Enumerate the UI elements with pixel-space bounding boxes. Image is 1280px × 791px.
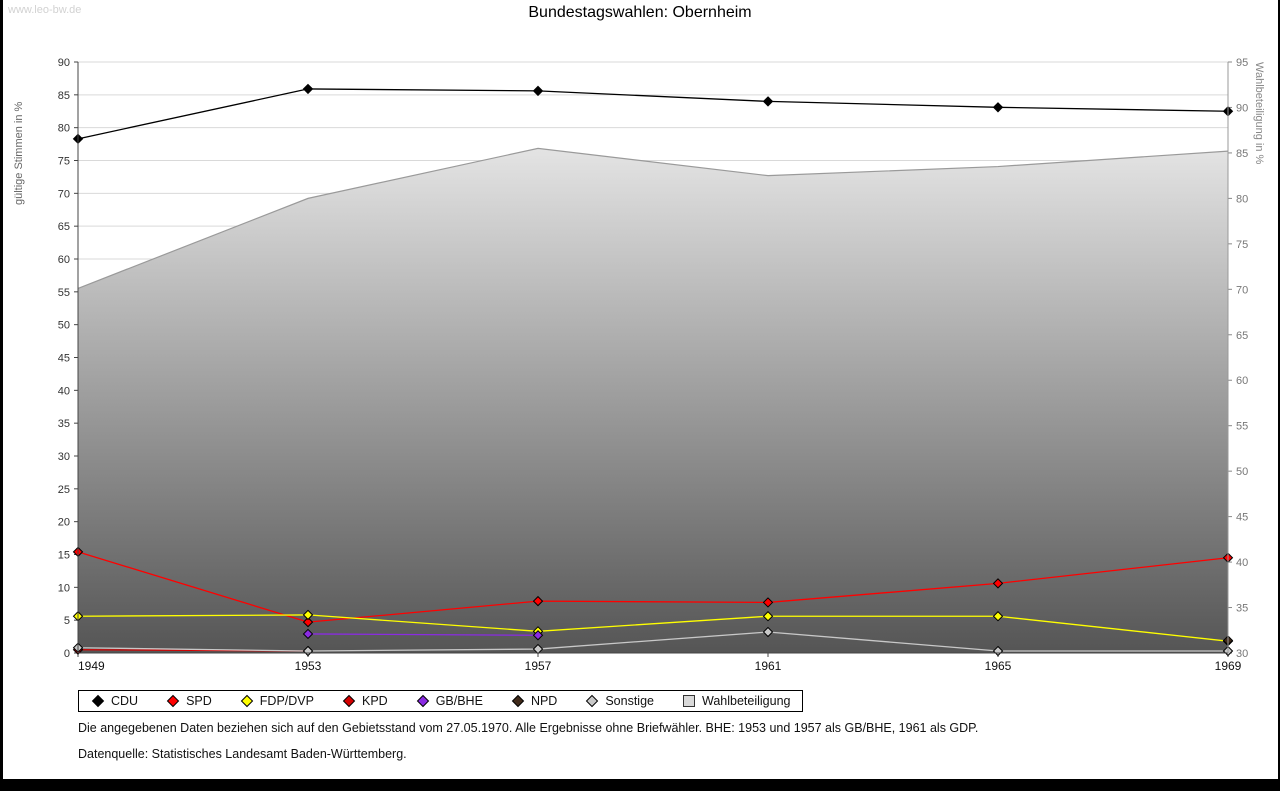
series-line-sonstige [77, 631, 1228, 652]
marker-cdu [302, 83, 314, 95]
marker-spd [992, 578, 1004, 589]
legend-diamond-marker [416, 694, 429, 708]
right-tick-label: 95 [1236, 57, 1248, 69]
legend-label: Wahlbeteiligung [702, 694, 791, 708]
marker-cdu [992, 102, 1004, 113]
frame-left [0, 0, 3, 791]
right-tick-label: 75 [1236, 239, 1248, 251]
right-tick-label: 60 [1236, 375, 1248, 387]
legend-item-spd: SPD [166, 694, 212, 708]
legend-label: SPD [186, 694, 212, 708]
election-chart: 0 5 10 15 20 25 30 35 40 45 50 55 60 65 70 75 80 85 90 30 35… [13, 57, 1265, 673]
x-tick-label: 1957 [525, 659, 552, 673]
left-tick-label: 85 [58, 90, 70, 102]
right-tick-label: 70 [1236, 284, 1248, 296]
legend-square-marker [683, 695, 695, 707]
legend-diamond-marker [586, 694, 599, 708]
footnote-geography: Die angegebenen Daten beziehen sich auf … [78, 721, 979, 735]
right-axis-label: Wahlbeteiligung in % [1253, 62, 1265, 165]
right-tick-label: 45 [1236, 512, 1248, 524]
marker-sonstige [532, 643, 544, 655]
legend-item-gb-bhe: GB/BHE [416, 694, 483, 708]
x-tick-label: 1953 [295, 659, 322, 673]
legend-label: Sonstige [605, 694, 654, 708]
left-tick-label: 40 [58, 385, 70, 397]
page-title: Bundestagswahlen: Obernheim [528, 4, 752, 21]
marker-fdp-dvp [302, 609, 314, 621]
left-axis-label: gültige Stimmen in % [13, 101, 25, 205]
legend-diamond-marker [511, 694, 525, 708]
series-line-gb-bhe [307, 633, 539, 636]
right-tick-label: 90 [1236, 102, 1248, 114]
right-tick-label: 50 [1236, 466, 1248, 478]
marker-gb-bhe [302, 628, 314, 640]
left-tick-label: 90 [58, 57, 70, 69]
left-tick-label: 55 [58, 287, 70, 299]
left-tick-label: 50 [58, 320, 70, 332]
right-tick-label: 55 [1236, 421, 1248, 433]
left-tick-label: 25 [58, 484, 70, 496]
left-tick-label: 30 [58, 451, 70, 463]
left-tick-label: 60 [58, 254, 70, 266]
legend-label: NPD [530, 694, 558, 708]
legend-item-cdu: CDU [91, 694, 138, 708]
left-tick-label: 20 [58, 517, 70, 529]
frame-right [1278, 0, 1280, 791]
left-tick-label: 70 [58, 188, 70, 200]
x-tick-label: 1949 [78, 659, 105, 673]
legend-label: KPD [361, 694, 388, 708]
x-tick-label: 1965 [985, 659, 1012, 673]
legend-label: CDU [111, 694, 139, 708]
left-tick-label: 5 [64, 615, 70, 627]
right-tick-label: 40 [1236, 557, 1248, 569]
left-tick-label: 10 [58, 582, 70, 594]
right-tick-label: 85 [1236, 148, 1248, 160]
marker-spd [532, 595, 544, 607]
legend-label: GB/BHE [435, 694, 483, 708]
legend-diamond-marker [342, 694, 356, 708]
footnote-source: Datenquelle: Statistisches Landesamt Bad… [78, 747, 407, 761]
marker-fdp-dvp [762, 611, 774, 622]
x-tick-label: 1961 [755, 659, 782, 673]
marker-fdp-dvp [992, 611, 1004, 622]
legend-item-wahlbeteiligung: Wahlbeteiligung [682, 694, 790, 708]
marker-sonstige [762, 626, 774, 638]
watermark: www.leo-bw.de [8, 4, 82, 16]
right-tick-label: 35 [1236, 603, 1248, 615]
left-tick-label: 75 [58, 156, 70, 168]
legend-label: FDP/DVP [259, 694, 314, 708]
legend-item-npd: NPD [511, 694, 557, 708]
marker-spd [762, 597, 774, 608]
marker-gb-bhe [532, 630, 544, 641]
x-tick-label: 1969 [1215, 659, 1242, 673]
turnout-line [77, 147, 1229, 289]
right-tick-label: 30 [1236, 648, 1248, 660]
legend-diamond-marker [240, 694, 254, 708]
right-tick-label: 65 [1236, 330, 1248, 342]
marker-cdu [762, 96, 774, 107]
legend-diamond-marker [166, 694, 180, 708]
legend-item-fdp-dvp: FDP/DVP [240, 694, 314, 708]
series-line-spd [77, 551, 1229, 623]
marker-cdu [532, 85, 544, 97]
legend-item-sonstige: Sonstige [585, 694, 654, 708]
left-tick-label: 45 [58, 353, 70, 365]
left-tick-label: 80 [58, 123, 70, 135]
legend-diamond-marker [91, 694, 105, 708]
left-tick-label: 65 [58, 221, 70, 233]
legend: CDU SPD FDP/DVP KPD GB/BHE NPD Sonstige Wahlbet… [78, 690, 804, 712]
frame-bottom [0, 779, 1280, 791]
series-line-fdp-dvp [77, 614, 1229, 642]
left-tick-label: 15 [58, 550, 70, 562]
series-line-cdu [77, 88, 1229, 140]
right-tick-label: 80 [1236, 193, 1248, 205]
left-tick-label: 0 [64, 648, 70, 660]
left-tick-label: 35 [58, 418, 70, 430]
legend-item-kpd: KPD [342, 694, 388, 708]
turnout-area [78, 148, 1228, 653]
marker-spd [302, 616, 314, 628]
